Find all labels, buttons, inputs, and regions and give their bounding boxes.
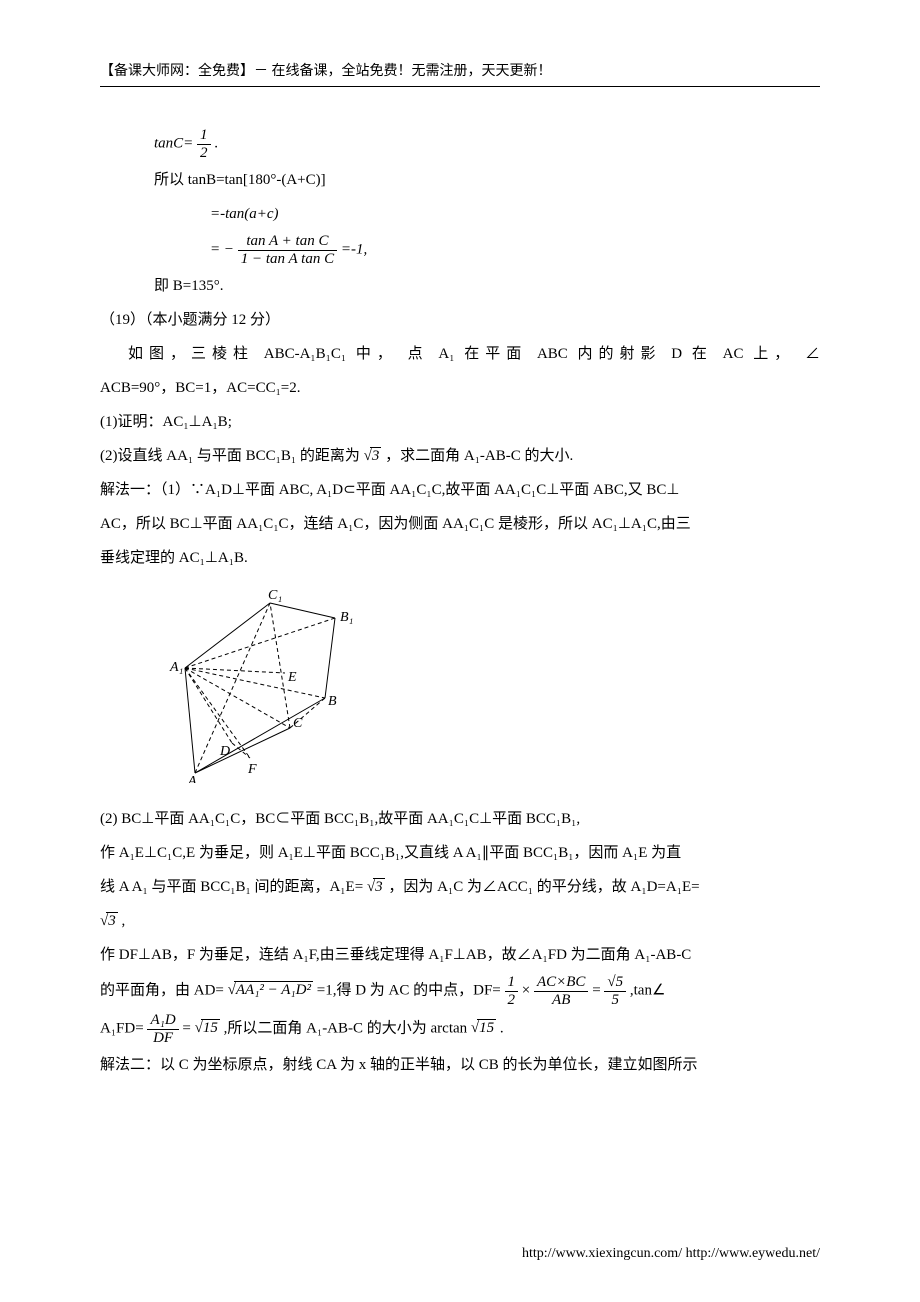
document-page: 【备课大师网：全免费】－ 在线备课，全站免费！无需注册，天天更新！ tanC= …	[0, 0, 920, 1302]
text-line: 如图，三棱柱 ABC-A₁B₁C₁ 中， 点 A₁ 在平面 ABC 内的射影 D…	[100, 339, 820, 369]
text-line: =-tan(a+c)	[100, 199, 820, 229]
text-line: AC，所以 BC⊥平面 AA₁C₁C，连结 A₁C，因为侧面 AA₁C₁C 是棱…	[100, 509, 820, 539]
label-C1: C₁	[268, 588, 282, 603]
text-line: 作 A₁E⊥C₁C,E 为垂足，则 A₁E⊥平面 BCC₁B₁,又直线 A A₁…	[100, 838, 820, 868]
text-line: 3 ,	[100, 906, 820, 936]
fraction: tan A + tan C 1 − tan A tan C	[238, 233, 337, 267]
fraction: A₁D DF	[147, 1012, 178, 1046]
sqrt: 3	[100, 906, 118, 936]
text-line: 所以 tanB=tan[180°-(A+C)]	[100, 165, 820, 195]
label-B: B	[328, 694, 337, 709]
diagram-svg: A B C A₁ B₁ C₁ D E F	[160, 583, 370, 783]
text-line: (2) BC⊥平面 AA₁C₁C，BC⊂平面 BCC₁B₁,故平面 AA₁C₁C…	[100, 804, 820, 834]
sqrt: 15	[195, 1013, 220, 1043]
text-line: 解法二：以 C 为坐标原点，射线 CA 为 x 轴的正半轴，以 CB 的长为单位…	[100, 1050, 820, 1080]
label-B1: B₁	[340, 610, 353, 625]
page-header: 【备课大师网：全免费】－ 在线备课，全站免费！无需注册，天天更新！	[100, 60, 820, 87]
document-body: tanC= 1 2 . 所以 tanB=tan[180°-(A+C)] =-ta…	[100, 127, 820, 1080]
text-line: 垂线定理的 AC₁⊥A₁B.	[100, 543, 820, 573]
footer-text: http://www.xiexingcun.com/ http://www.ey…	[522, 1246, 820, 1261]
fraction: √5 5	[604, 974, 626, 1008]
text-line: 线 A A₁ 与平面 BCC₁B₁ 间的距离，A₁E= 3 ，因为 A₁C 为∠…	[100, 872, 820, 902]
sqrt: AA₁² − A₁D²	[228, 975, 313, 1005]
sqrt: 15	[471, 1013, 496, 1043]
label-F: F	[247, 762, 257, 777]
text-line: (2)设直线 AA₁ 与平面 BCC₁B₁ 的距离为 3 ，求二面角 A₁-AB…	[100, 441, 820, 471]
fraction: AC×BC AB	[534, 974, 588, 1008]
text-line: 的平面角，由 AD= AA₁² − A₁D² =1,得 D 为 AC 的中点，D…	[100, 974, 820, 1008]
text-line: tanC= 1 2 .	[100, 127, 820, 161]
fraction: 1 2	[505, 974, 519, 1008]
text-line: A₁FD= A₁D DF = 15 ,所以二面角 A₁-AB-C 的大小为 ar…	[100, 1012, 820, 1046]
page-footer: http://www.xiexingcun.com/ http://www.ey…	[522, 1246, 820, 1262]
text-line: (1)证明：AC₁⊥A₁B;	[100, 407, 820, 437]
sqrt: 3	[364, 441, 382, 471]
label-C: C	[293, 716, 303, 731]
text-line: ACB=90°，BC=1，AC=CC₁=2.	[100, 373, 820, 403]
label-E: E	[287, 670, 297, 685]
text-line: （19）（本小题满分 12 分）	[100, 305, 820, 335]
text-line: 即 B=135°.	[100, 271, 820, 301]
header-text: 【备课大师网：全免费】－ 在线备课，全站免费！无需注册，天天更新！	[100, 64, 552, 79]
sqrt: 3	[367, 872, 385, 902]
label-A: A	[187, 774, 197, 783]
text-line: 作 DF⊥AB，F 为垂足，连结 A₁F,由三垂线定理得 A₁F⊥AB，故∠A₁…	[100, 940, 820, 970]
text-line: = − tan A + tan C 1 − tan A tan C =-1,	[100, 233, 820, 267]
fraction: 1 2	[197, 127, 211, 161]
label-A1: A₁	[169, 660, 183, 675]
prism-diagram: A B C A₁ B₁ C₁ D E F	[160, 583, 820, 794]
label-D: D	[219, 744, 230, 759]
text-line: 解法一：（1）∵A₁D⊥平面 ABC, A₁D⊂平面 AA₁C₁C,故平面 AA…	[100, 475, 820, 505]
